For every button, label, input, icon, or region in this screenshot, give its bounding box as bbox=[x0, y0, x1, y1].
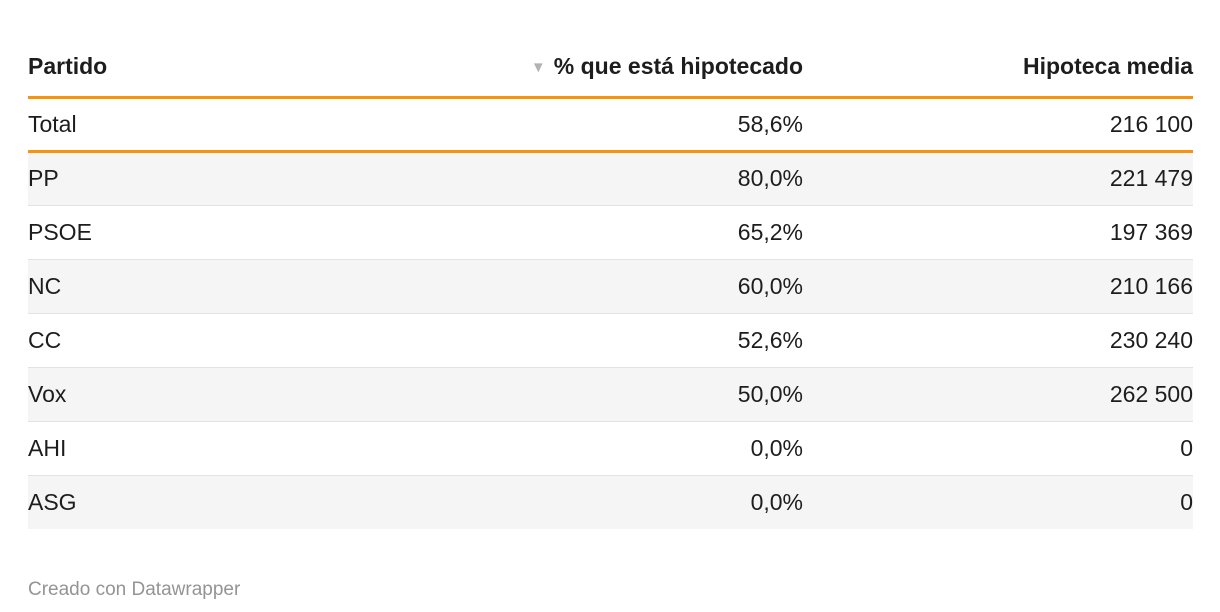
cell-hipoteca: 221 479 bbox=[1109, 165, 1193, 191]
cell-hipoteca: 230 240 bbox=[803, 312, 1193, 367]
cell-hipoteca: 262 500 bbox=[803, 366, 1193, 421]
column-header-label: % que está hipotecado bbox=[553, 52, 803, 79]
column-header-pct-hipotecado[interactable]: ▼ % que está hipotecado bbox=[358, 0, 803, 99]
cell-partido: NC bbox=[28, 258, 358, 313]
column-header-hipoteca-media[interactable]: Hipoteca media bbox=[803, 0, 1193, 99]
table-row: PSOE 65,2% 197 369 bbox=[28, 204, 1193, 259]
cell-partido: PP bbox=[28, 165, 59, 191]
cell-partido: PSOE bbox=[28, 204, 358, 259]
table-row: CC 52,6% 230 240 bbox=[28, 312, 1193, 367]
column-header-label: Hipoteca media bbox=[1023, 52, 1193, 79]
cell-pct: 65,2% bbox=[358, 204, 803, 259]
cell-pct: 60,0% bbox=[358, 258, 803, 313]
cell-partido: ASG bbox=[28, 474, 358, 529]
cell-pct: 58,6% bbox=[358, 97, 803, 153]
cell-partido: Vox bbox=[28, 366, 358, 421]
cell-hipoteca: 216 100 bbox=[803, 97, 1193, 153]
table-row: Vox 50,0% 262 500 bbox=[28, 366, 1193, 421]
cell-pct: 80,0% bbox=[737, 165, 803, 191]
column-header-label: Partido bbox=[28, 52, 108, 79]
cell-hipoteca: 0 bbox=[803, 420, 1193, 475]
table-row: PP 80,0% 221 479 bbox=[28, 151, 1193, 205]
cell-pct: 50,0% bbox=[358, 366, 803, 421]
datawrapper-credit-link[interactable]: Creado con Datawrapper bbox=[28, 579, 241, 600]
cell-pct: 0,0% bbox=[358, 420, 803, 475]
data-table: Partido ▼ % que está hipotecado Hipoteca … bbox=[28, 0, 1193, 529]
cell-hipoteca: 197 369 bbox=[803, 204, 1193, 259]
table-row: ASG 0,0% 0 bbox=[28, 474, 1193, 529]
cell-partido: CC bbox=[28, 312, 358, 367]
table-row: NC 60,0% 210 166 bbox=[28, 258, 1193, 313]
table-row-total: Total 58,6% 216 100 bbox=[28, 97, 1193, 153]
cell-pct: 0,0% bbox=[358, 474, 803, 529]
column-header-partido[interactable]: Partido bbox=[28, 0, 358, 99]
header-row: Partido ▼ % que está hipotecado Hipoteca … bbox=[28, 0, 1193, 99]
cell-hipoteca: 210 166 bbox=[803, 258, 1193, 313]
cell-partido: Total bbox=[28, 97, 358, 153]
cell-partido: AHI bbox=[28, 420, 358, 475]
sort-desc-icon: ▼ bbox=[530, 58, 546, 76]
cell-hipoteca: 0 bbox=[803, 474, 1193, 529]
cell-pct: 52,6% bbox=[358, 312, 803, 367]
table-row: AHI 0,0% 0 bbox=[28, 420, 1193, 475]
